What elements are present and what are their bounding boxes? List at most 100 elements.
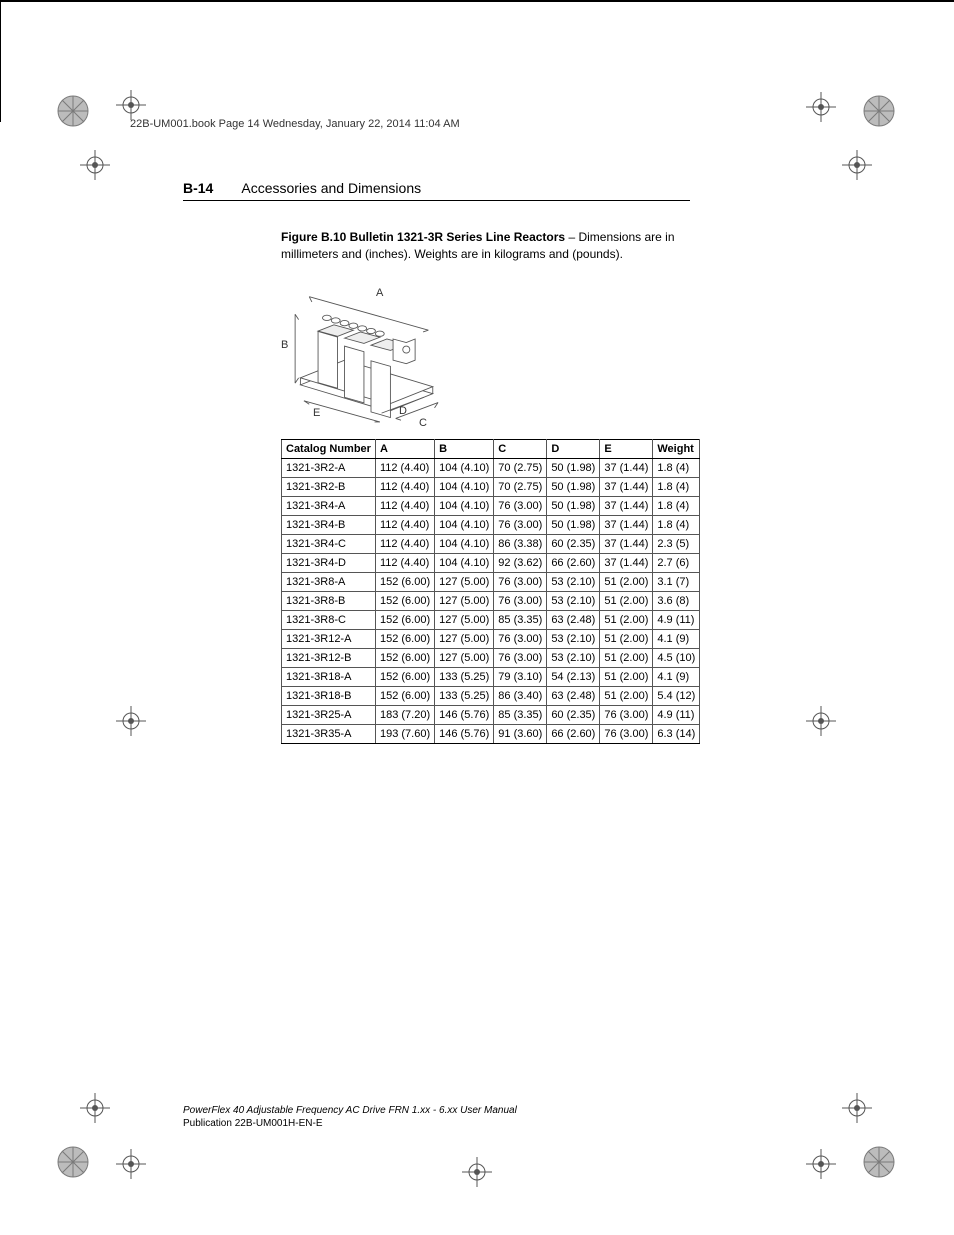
table-cell: 127 (5.00) <box>435 591 494 610</box>
table-cell: 2.3 (5) <box>653 534 700 553</box>
dim-label-a: A <box>376 287 383 299</box>
table-cell: 104 (4.10) <box>435 496 494 515</box>
regmark-icon <box>116 1149 146 1179</box>
table-header-cell: B <box>435 439 494 458</box>
table-cell: 3.1 (7) <box>653 572 700 591</box>
table-cell: 76 (3.00) <box>494 591 547 610</box>
regmark-icon <box>462 1157 492 1187</box>
table-header-cell: C <box>494 439 547 458</box>
table-cell: 53 (2.10) <box>547 591 600 610</box>
table-row: 1321-3R18-A152 (6.00)133 (5.25)79 (3.10)… <box>282 667 700 686</box>
rosette-icon <box>56 94 90 128</box>
table-cell: 50 (1.98) <box>547 477 600 496</box>
table-cell: 76 (3.00) <box>600 705 653 724</box>
table-cell: 37 (1.44) <box>600 477 653 496</box>
dim-label-c: C <box>419 417 427 429</box>
table-cell: 51 (2.00) <box>600 629 653 648</box>
table-cell: 152 (6.00) <box>375 629 434 648</box>
table-row: 1321-3R2-B112 (4.40)104 (4.10)70 (2.75)5… <box>282 477 700 496</box>
table-cell: 152 (6.00) <box>375 648 434 667</box>
table-cell: 1321-3R8-A <box>282 572 376 591</box>
table-cell: 37 (1.44) <box>600 496 653 515</box>
table-cell: 4.1 (9) <box>653 667 700 686</box>
table-header-cell: Catalog Number <box>282 439 376 458</box>
footer-line-2: Publication 22B-UM001H-EN-E <box>183 1117 517 1130</box>
table-cell: 51 (2.00) <box>600 591 653 610</box>
table-cell: 51 (2.00) <box>600 648 653 667</box>
table-cell: 51 (2.00) <box>600 610 653 629</box>
table-header-cell: E <box>600 439 653 458</box>
figure-label: Figure B.10 Bulletin 1321-3R Series Line… <box>281 230 565 244</box>
table-row: 1321-3R2-A112 (4.40)104 (4.10)70 (2.75)5… <box>282 458 700 477</box>
table-cell: 127 (5.00) <box>435 572 494 591</box>
table-header-cell: D <box>547 439 600 458</box>
section-title: Accessories and Dimensions <box>241 180 421 196</box>
table-cell: 91 (3.60) <box>494 724 547 743</box>
table-cell: 1321-3R12-B <box>282 648 376 667</box>
table-cell: 127 (5.00) <box>435 648 494 667</box>
table-cell: 53 (2.10) <box>547 572 600 591</box>
table-cell: 152 (6.00) <box>375 667 434 686</box>
table-cell: 152 (6.00) <box>375 610 434 629</box>
table-cell: 112 (4.40) <box>375 477 434 496</box>
table-cell: 152 (6.00) <box>375 686 434 705</box>
table-cell: 85 (3.35) <box>494 705 547 724</box>
table-cell: 79 (3.10) <box>494 667 547 686</box>
table-cell: 50 (1.98) <box>547 515 600 534</box>
reactor-diagram: A B C D E <box>281 279 461 429</box>
regmark-icon <box>80 1093 110 1123</box>
regmark-icon <box>116 706 146 736</box>
table-cell: 104 (4.10) <box>435 458 494 477</box>
table-cell: 104 (4.10) <box>435 553 494 572</box>
table-row: 1321-3R12-A152 (6.00)127 (5.00)76 (3.00)… <box>282 629 700 648</box>
table-cell: 1321-3R25-A <box>282 705 376 724</box>
table-cell: 1321-3R8-C <box>282 610 376 629</box>
regmark-icon <box>806 1149 836 1179</box>
table-cell: 1321-3R4-D <box>282 553 376 572</box>
table-header-cell: A <box>375 439 434 458</box>
table-row: 1321-3R8-B152 (6.00)127 (5.00)76 (3.00)5… <box>282 591 700 610</box>
table-cell: 66 (2.60) <box>547 724 600 743</box>
regmark-icon <box>842 150 872 180</box>
regmark-icon <box>842 1093 872 1123</box>
table-cell: 4.9 (11) <box>653 705 700 724</box>
dimensions-table: Catalog NumberABCDEWeight 1321-3R2-A112 … <box>281 439 691 744</box>
table-cell: 63 (2.48) <box>547 610 600 629</box>
table-cell: 86 (3.38) <box>494 534 547 553</box>
table-cell: 53 (2.10) <box>547 629 600 648</box>
table-cell: 3.6 (8) <box>653 591 700 610</box>
table-cell: 1321-3R4-A <box>282 496 376 515</box>
table-cell: 112 (4.40) <box>375 534 434 553</box>
table-cell: 1.8 (4) <box>653 477 700 496</box>
table-cell: 1321-3R8-B <box>282 591 376 610</box>
table-cell: 146 (5.76) <box>435 724 494 743</box>
dim-label-d: D <box>399 405 407 417</box>
table-cell: 127 (5.00) <box>435 629 494 648</box>
regmark-icon <box>806 92 836 122</box>
table-cell: 1.8 (4) <box>653 458 700 477</box>
table-cell: 127 (5.00) <box>435 610 494 629</box>
table-cell: 1321-3R4-C <box>282 534 376 553</box>
table-cell: 1.8 (4) <box>653 496 700 515</box>
table-row: 1321-3R18-B152 (6.00)133 (5.25)86 (3.40)… <box>282 686 700 705</box>
table-cell: 112 (4.40) <box>375 496 434 515</box>
table-cell: 152 (6.00) <box>375 572 434 591</box>
table-cell: 60 (2.35) <box>547 705 600 724</box>
footer-line-1: PowerFlex 40 Adjustable Frequency AC Dri… <box>183 1104 517 1117</box>
table-cell: 50 (1.98) <box>547 496 600 515</box>
table-cell: 193 (7.60) <box>375 724 434 743</box>
table-cell: 53 (2.10) <box>547 648 600 667</box>
table-cell: 92 (3.62) <box>494 553 547 572</box>
table-cell: 133 (5.25) <box>435 667 494 686</box>
table-cell: 146 (5.76) <box>435 705 494 724</box>
table-cell: 37 (1.44) <box>600 458 653 477</box>
table-row: 1321-3R4-C112 (4.40)104 (4.10)86 (3.38)6… <box>282 534 700 553</box>
table-cell: 104 (4.10) <box>435 515 494 534</box>
content-area: B-14 Accessories and Dimensions Figure B… <box>183 180 773 744</box>
table-cell: 86 (3.40) <box>494 686 547 705</box>
table-row: 1321-3R4-A112 (4.40)104 (4.10)76 (3.00)5… <box>282 496 700 515</box>
table-cell: 76 (3.00) <box>494 496 547 515</box>
table-cell: 76 (3.00) <box>600 724 653 743</box>
table-cell: 183 (7.20) <box>375 705 434 724</box>
table-cell: 76 (3.00) <box>494 648 547 667</box>
